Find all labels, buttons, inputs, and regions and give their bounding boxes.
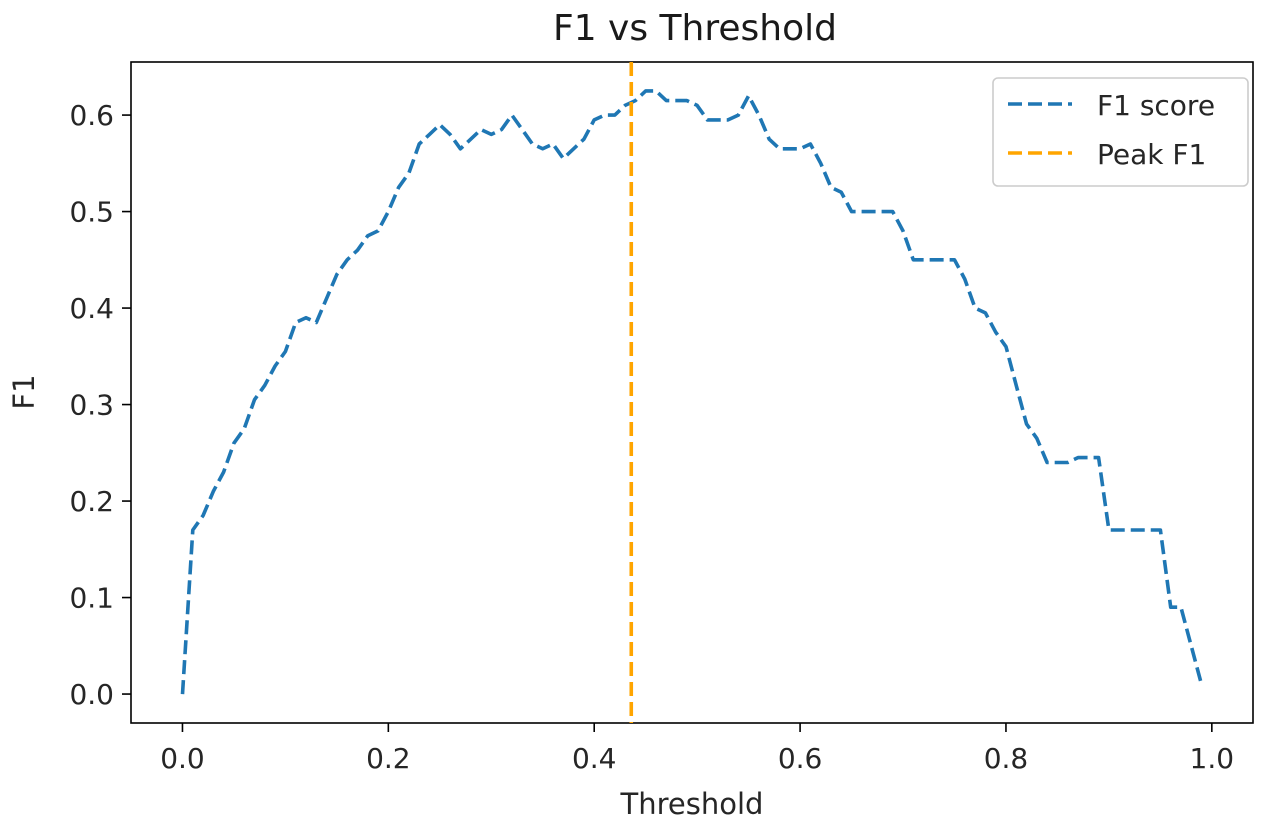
- legend-label-f1-score: F1 score: [1097, 89, 1215, 122]
- chart-title: F1 vs Threshold: [553, 8, 837, 49]
- legend-label-peak-f1: Peak F1: [1097, 138, 1206, 171]
- y-axis-label: F1: [7, 374, 41, 409]
- y-tick-label: 0.3: [69, 389, 114, 422]
- y-tick-label: 0.0: [69, 678, 114, 711]
- series-layer: [180, 62, 1204, 723]
- x-tick-label: 0.2: [366, 742, 411, 775]
- x-axis: 0.0 0.2 0.4 0.6 0.8 1.0: [160, 723, 1234, 775]
- x-tick-label: 0.8: [984, 742, 1029, 775]
- y-tick-label: 0.6: [69, 99, 114, 132]
- y-tick-label: 0.5: [69, 196, 114, 229]
- x-tick-label: 0.6: [778, 742, 823, 775]
- x-axis-label: Threshold: [620, 787, 764, 821]
- y-tick-label: 0.1: [69, 582, 114, 615]
- x-tick-label: 0.4: [572, 742, 617, 775]
- x-tick-label: 1.0: [1190, 742, 1235, 775]
- y-axis: 0.0 0.1 0.2 0.3 0.4 0.5 0.6: [69, 99, 131, 711]
- y-tick-label: 0.4: [69, 292, 114, 325]
- x-tick-label: 0.0: [160, 742, 205, 775]
- legend: F1 score Peak F1: [992, 77, 1249, 187]
- y-tick-label: 0.2: [69, 485, 114, 518]
